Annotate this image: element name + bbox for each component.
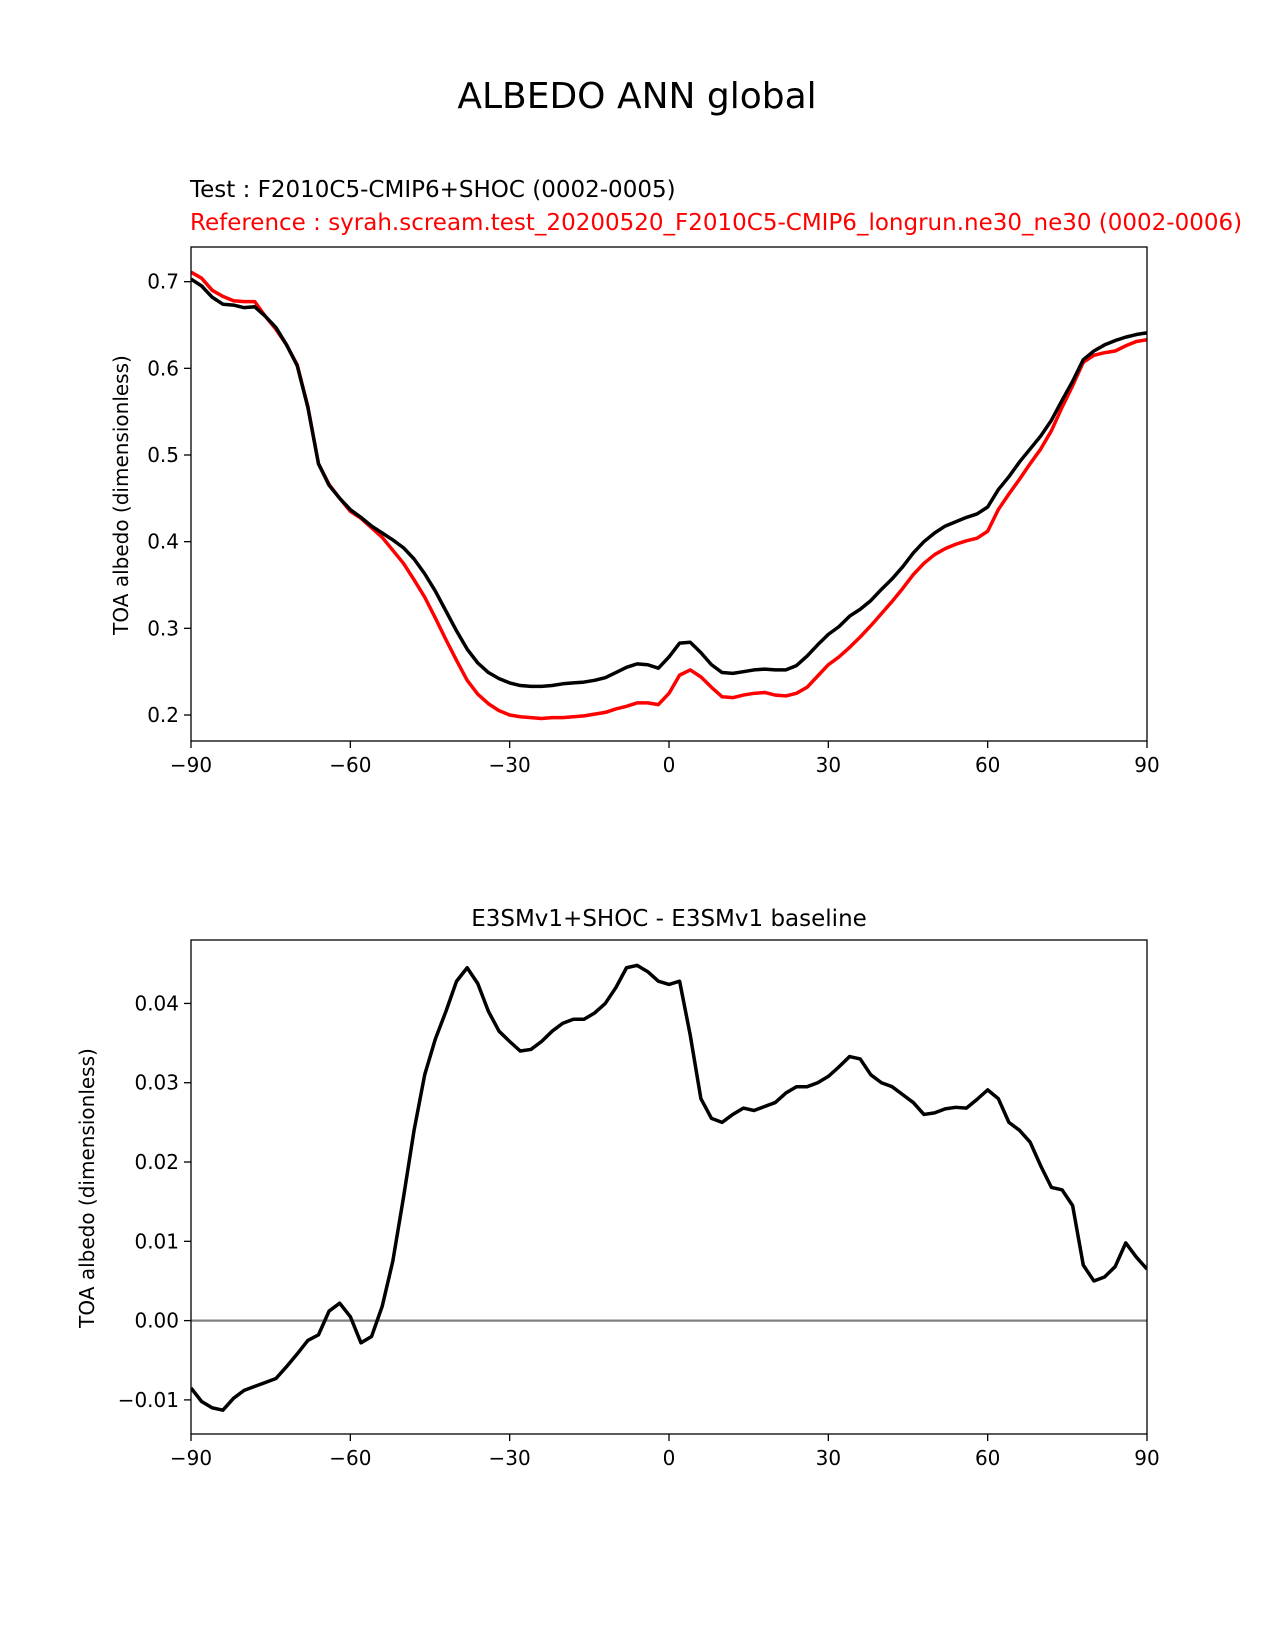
- top-panel: Test : F2010C5-CMIP6+SHOC (0002-0005) Re…: [109, 177, 1242, 777]
- top-x-ticks: −90 −60 −30 0 30 60 90: [170, 741, 1160, 777]
- x-tick-label: 30: [816, 1446, 841, 1470]
- figure-title: ALBEDO ANN global: [457, 76, 816, 117]
- x-tick-label: −90: [170, 1446, 212, 1470]
- x-tick-label: −60: [329, 753, 371, 777]
- x-tick-label: 90: [1134, 753, 1159, 777]
- x-tick-label: 60: [975, 1446, 1000, 1470]
- y-tick-label: 0.01: [134, 1229, 179, 1253]
- x-tick-label: −30: [489, 753, 531, 777]
- top-subtitle-test: Test : F2010C5-CMIP6+SHOC (0002-0005): [189, 177, 676, 203]
- top-y-ticks: 0.2 0.3 0.4 0.5 0.6 0.7: [147, 270, 191, 727]
- top-plot-frame: [190, 246, 1148, 742]
- x-tick-label: 30: [816, 753, 841, 777]
- x-tick-label: 0: [663, 1446, 676, 1470]
- top-subtitle-reference: Reference : syrah.scream.test_20200520_F…: [190, 210, 1242, 236]
- bottom-x-ticks: −90 −60 −30 0 30 60 90: [170, 1434, 1160, 1470]
- top-test-series-line: [191, 277, 1147, 689]
- y-tick-label: 0.5: [147, 443, 179, 467]
- bottom-y-axis-label: TOA albedo (dimensionless): [75, 1048, 99, 1329]
- y-tick-label: 0.03: [134, 1071, 179, 1095]
- bottom-y-ticks: −0.01 0.00 0.01 0.02 0.03 0.04: [118, 991, 191, 1412]
- y-tick-label: 0.02: [134, 1150, 179, 1174]
- top-y-axis-label: TOA albedo (dimensionless): [109, 355, 133, 636]
- y-tick-label: 0.3: [147, 616, 179, 640]
- x-tick-label: −30: [489, 1446, 531, 1470]
- y-tick-label: 0.7: [147, 270, 179, 294]
- y-tick-label: 0.4: [147, 530, 179, 554]
- x-tick-label: −90: [170, 753, 212, 777]
- x-tick-label: −60: [329, 1446, 371, 1470]
- bottom-panel: E3SMv1+SHOC - E3SMv1 baseline TOA albedo…: [75, 906, 1160, 1470]
- bottom-difference-series-line: [191, 963, 1147, 1412]
- y-tick-label: 0.04: [134, 991, 179, 1015]
- y-tick-label: 0.6: [147, 356, 179, 380]
- x-tick-label: 0: [663, 753, 676, 777]
- y-tick-label: 0.2: [147, 703, 179, 727]
- x-tick-label: 60: [975, 753, 1000, 777]
- bottom-chart-title: E3SMv1+SHOC - E3SMv1 baseline: [471, 906, 867, 932]
- bottom-plot-frame: [190, 939, 1148, 1435]
- x-tick-label: 90: [1134, 1446, 1159, 1470]
- y-tick-label: −0.01: [118, 1388, 179, 1412]
- y-tick-label: 0.00: [134, 1309, 179, 1333]
